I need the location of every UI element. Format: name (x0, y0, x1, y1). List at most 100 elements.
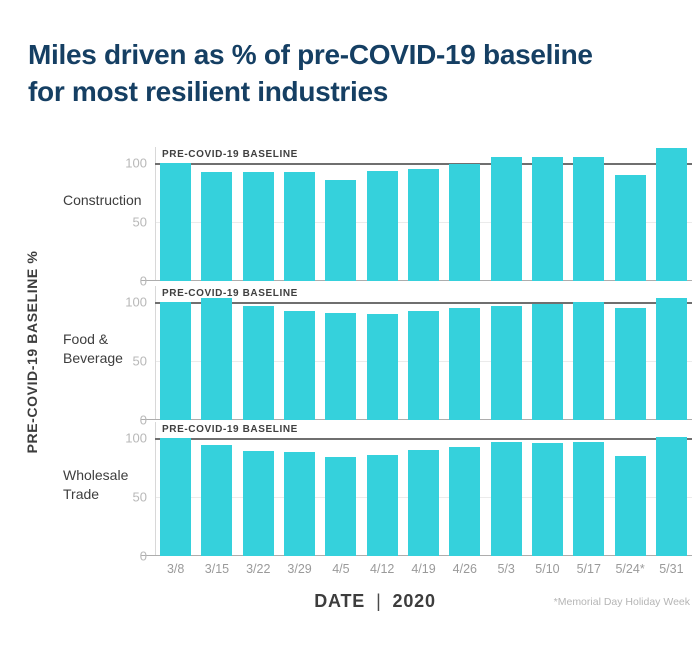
bar-food-beverage-4-19 (408, 311, 440, 420)
bar-food-beverage-5-3 (490, 305, 522, 420)
x-axis-title-label: DATE (314, 591, 366, 611)
x-axis-title-year: 2020 (392, 591, 436, 611)
bar-slot (279, 422, 320, 556)
bar-slot (486, 286, 527, 420)
y-axis-line (155, 147, 156, 281)
bar-slot (651, 147, 692, 281)
bar-food-beverage-3-8 (160, 302, 192, 420)
bar-slot (486, 147, 527, 281)
y-tick-label: 50 (132, 353, 147, 369)
bar-wholesale-trade-4-12 (366, 454, 398, 556)
bar-slot (609, 286, 650, 420)
bar-wholesale-trade-3-22 (242, 450, 274, 556)
bar-group (155, 286, 692, 420)
bar-slot (238, 147, 279, 281)
y-axis-line (155, 422, 156, 556)
industry-label-wholesale-trade: Wholesale Trade (63, 466, 137, 504)
panel-wholesale-trade: Wholesale Trade PRE-COVID-19 BASELINE 100… (63, 422, 692, 564)
x-tick-label: 5/10 (535, 562, 560, 576)
bar-slot (444, 286, 485, 420)
x-axis-title: DATE | 2020 (60, 591, 690, 612)
x-tick-label: 4/19 (411, 562, 436, 576)
baseline-annotation: PRE-COVID-19 BASELINE (162, 288, 298, 299)
y-axis-line (155, 286, 156, 420)
bar-construction-3-8 (160, 163, 192, 281)
bar-food-beverage-5-24 (614, 307, 646, 420)
bar-construction-4-5 (325, 179, 357, 281)
x-tick-label: 5/24* (615, 562, 645, 576)
bar-food-beverage-5-10 (531, 304, 563, 420)
y-tick-label: 50 (132, 489, 147, 505)
bar-wholesale-trade-4-5 (325, 456, 357, 556)
y-tick-label: 0 (139, 273, 147, 289)
bar-construction-5-24 (614, 174, 646, 281)
bar-slot (403, 147, 444, 281)
bar-slot (196, 286, 237, 420)
bar-group (155, 422, 692, 556)
bar-wholesale-trade-3-29 (284, 452, 316, 556)
bar-wholesale-trade-5-3 (490, 441, 522, 556)
bar-slot (196, 422, 237, 556)
bar-slot (527, 286, 568, 420)
bar-food-beverage-4-26 (449, 307, 481, 420)
bar-slot (196, 147, 237, 281)
title-line-1: Miles driven as % of pre-COVID-19 baseli… (28, 39, 593, 70)
bar-slot (444, 422, 485, 556)
x-tick-label: 5/3 (497, 562, 515, 576)
bar-construction-3-22 (242, 172, 274, 281)
bar-food-beverage-3-15 (201, 298, 233, 420)
bar-slot (403, 286, 444, 420)
bar-wholesale-trade-5-31 (655, 436, 687, 556)
bar-slot (362, 422, 403, 556)
panel-construction: Construction PRE-COVID-19 BASELINE 100 50… (63, 147, 692, 289)
bar-construction-4-26 (449, 164, 481, 281)
bar-construction-3-29 (284, 172, 316, 281)
industry-label-construction: Construction (63, 191, 142, 210)
x-tick-label: 4/12 (370, 562, 395, 576)
baseline-annotation: PRE-COVID-19 BASELINE (162, 149, 298, 160)
bar-slot (279, 147, 320, 281)
bar-wholesale-trade-3-15 (201, 445, 233, 556)
bar-wholesale-trade-3-8 (160, 438, 192, 556)
x-tick-label: 4/26 (452, 562, 478, 576)
x-tick-label: 3/15 (204, 562, 230, 576)
bar-slot (238, 286, 279, 420)
bar-slot (238, 422, 279, 556)
bar-construction-4-12 (366, 171, 398, 281)
baseline-line (155, 163, 692, 165)
bar-group (155, 147, 692, 281)
bar-slot (155, 286, 196, 420)
y-tick-label: 0 (139, 548, 147, 564)
bar-wholesale-trade-4-19 (408, 449, 440, 556)
industry-label-food-beverage: Food & Beverage (63, 330, 137, 368)
bar-slot (155, 147, 196, 281)
bar-slot (362, 286, 403, 420)
bar-food-beverage-5-17 (573, 302, 605, 420)
bar-slot (527, 147, 568, 281)
bar-slot (320, 422, 361, 556)
bar-slot (651, 422, 692, 556)
bar-food-beverage-4-12 (366, 313, 398, 420)
bar-food-beverage-3-29 (284, 311, 316, 420)
x-tick-label: 3/22 (246, 562, 271, 576)
industry-label-line: Beverage (63, 350, 123, 366)
bar-slot (568, 286, 609, 420)
bar-construction-4-19 (408, 168, 440, 281)
x-axis-dates: 3/8 3/15 3/22 3/29 4/5 4/12 4/19 4/26 5/3 5/10 5/1… (155, 562, 692, 578)
chart-area: Construction PRE-COVID-19 BASELINE 100 50… (63, 147, 692, 627)
bar-wholesale-trade-5-10 (531, 442, 563, 556)
bar-slot (320, 286, 361, 420)
industry-label-line: Construction (63, 192, 142, 208)
bar-slot (320, 147, 361, 281)
x-tick-label: 5/17 (576, 562, 601, 576)
bar-construction-5-3 (490, 157, 522, 281)
bar-slot (651, 286, 692, 420)
bar-wholesale-trade-5-24 (614, 455, 646, 556)
baseline-annotation: PRE-COVID-19 BASELINE (162, 424, 298, 435)
bar-slot (609, 147, 650, 281)
industry-label-line: Food & (63, 331, 109, 347)
bar-slot (527, 422, 568, 556)
x-tick-label: 5/31 (659, 562, 684, 576)
panel-food-beverage: Food & Beverage PRE-COVID-19 BASELINE 100… (63, 286, 692, 428)
